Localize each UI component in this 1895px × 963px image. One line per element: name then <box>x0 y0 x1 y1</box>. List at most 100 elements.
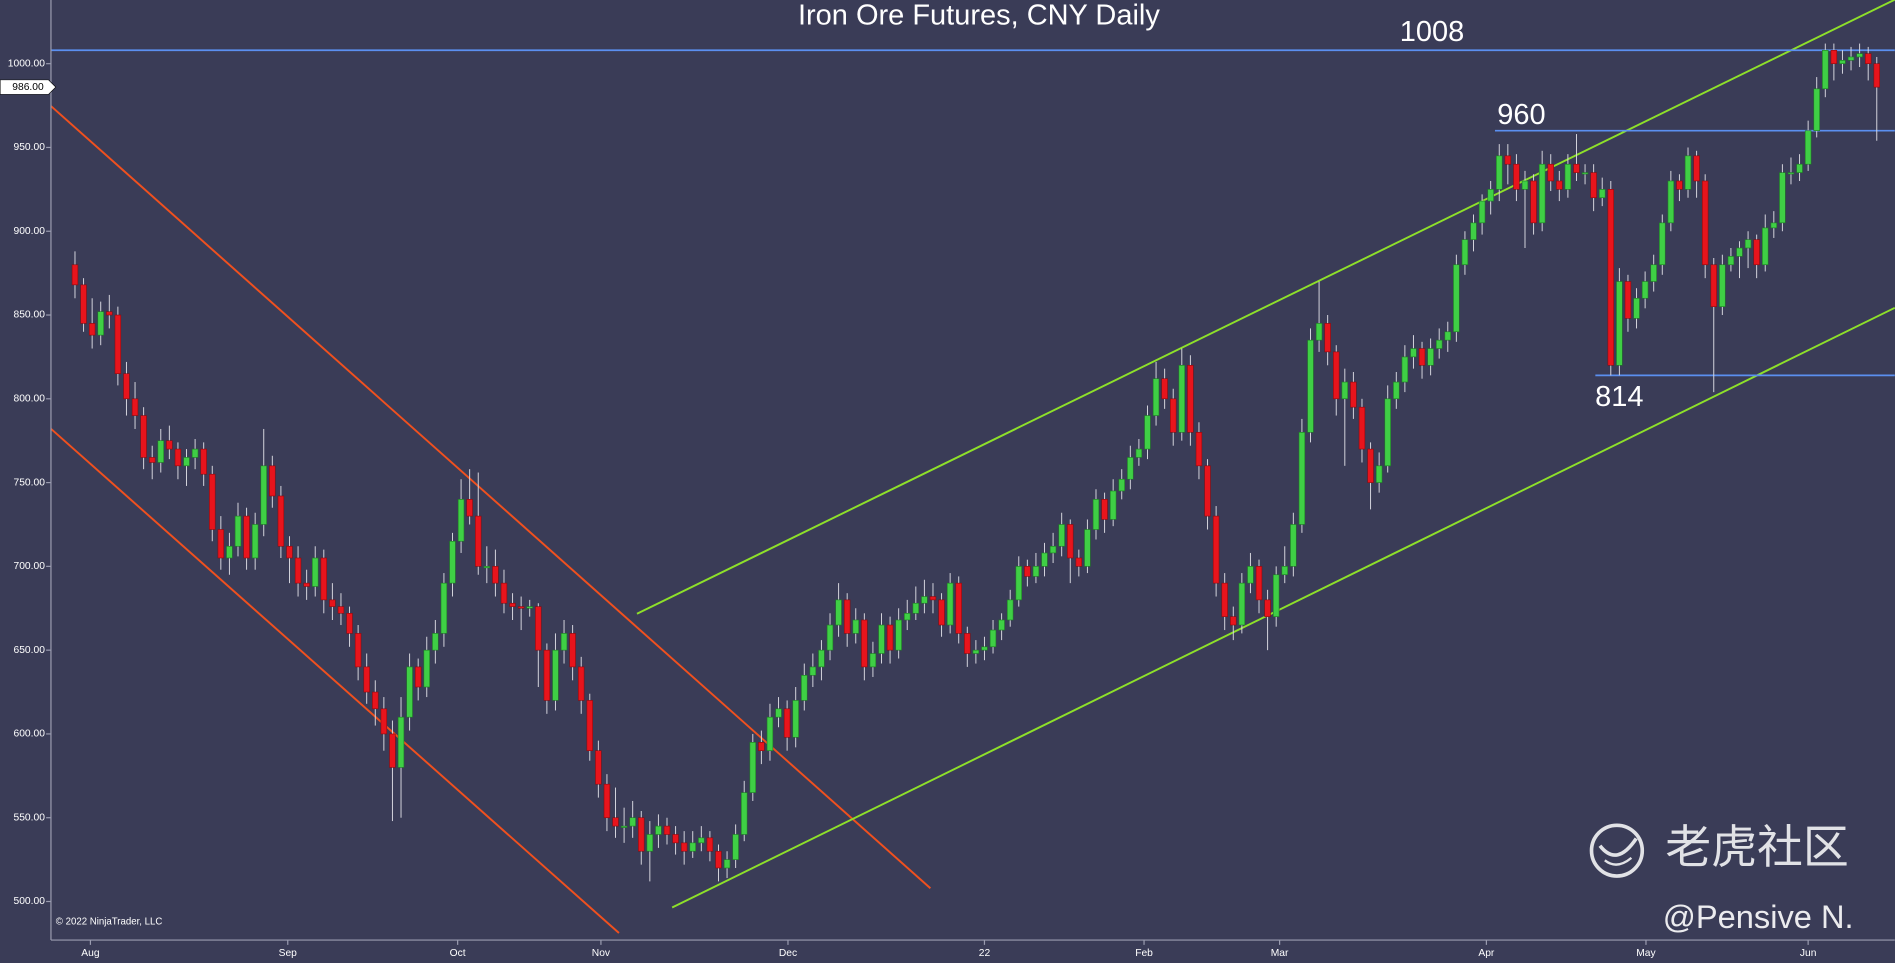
candle-body <box>449 540 456 584</box>
candle-body <box>1564 163 1572 190</box>
x-tick-label: Jun <box>1800 948 1817 959</box>
candle-body <box>217 529 225 559</box>
y-tick-label: 1000.00 <box>8 58 45 69</box>
candle-body <box>114 314 122 374</box>
candle-body <box>1641 281 1649 299</box>
candle-body <box>466 499 473 517</box>
candle-body <box>526 606 533 609</box>
candle-body <box>1067 524 1074 559</box>
candle-body <box>1195 432 1203 467</box>
candle-body <box>1762 227 1769 266</box>
watermark-logo <box>1589 823 1645 878</box>
candle-body <box>706 837 714 852</box>
candle-body <box>569 633 576 668</box>
candle-body <box>1847 56 1855 61</box>
x-tick-label: Mar <box>1271 948 1289 959</box>
candle-body <box>1401 356 1409 383</box>
candle-body <box>1598 189 1606 199</box>
candle-body <box>1187 364 1194 433</box>
candle-body <box>698 837 705 844</box>
x-tick-label: May <box>1636 948 1656 959</box>
candle-body <box>1659 222 1666 266</box>
last-price-tag <box>0 79 57 95</box>
candle-body <box>1530 180 1537 224</box>
last-price-label: 986.00 <box>12 82 44 93</box>
level-label: 814 <box>1595 381 1643 413</box>
candle-body <box>1873 63 1880 88</box>
candle-body <box>672 834 679 844</box>
candle-body <box>586 700 593 751</box>
candle-body <box>655 825 662 835</box>
candle-body <box>492 566 499 584</box>
candle-body <box>895 619 902 651</box>
candle-body <box>989 629 997 648</box>
candle-body <box>955 582 962 634</box>
candle-body <box>1727 256 1735 266</box>
candle-body <box>577 666 585 701</box>
candle-body <box>1573 163 1580 173</box>
candle-body <box>1024 566 1031 577</box>
trend-line <box>50 105 932 889</box>
candle-body <box>191 448 199 458</box>
candle-body <box>1101 499 1108 520</box>
candle-body <box>1684 155 1692 190</box>
candle-body <box>1839 60 1846 64</box>
candle-body <box>852 619 859 634</box>
candle-body <box>1521 180 1529 190</box>
candle-body <box>251 524 259 559</box>
author: @Pensive N. <box>1663 898 1854 935</box>
candle-body <box>603 783 611 819</box>
x-tick-label: Nov <box>592 948 611 959</box>
candle-body <box>1298 432 1306 525</box>
candle-body <box>809 666 817 676</box>
candle-body <box>1255 566 1263 601</box>
x-tick-label: Aug <box>81 948 100 959</box>
candle-body <box>1796 163 1803 173</box>
candle-body <box>680 842 688 852</box>
y-tick-label: 800.00 <box>14 394 46 405</box>
candle-body <box>1822 49 1829 90</box>
y-tick-label: 650.00 <box>14 645 46 656</box>
candle-body <box>432 633 439 651</box>
watermark: 老虎社区 <box>1665 820 1849 874</box>
candle-body <box>1350 381 1357 408</box>
candle-body <box>200 448 207 475</box>
candle-body <box>509 602 516 607</box>
candle-body <box>457 499 465 542</box>
candle-body <box>801 674 808 701</box>
candle-body <box>912 602 920 614</box>
candle-body <box>861 619 868 668</box>
candle-body <box>1161 378 1168 400</box>
candle-body <box>363 666 370 693</box>
candle-body <box>1315 323 1323 341</box>
candle-body <box>1212 515 1220 584</box>
candle-body <box>1341 381 1349 400</box>
candle-body <box>732 834 739 860</box>
candle-body <box>260 465 267 525</box>
candle-body <box>1127 457 1134 480</box>
candle-body <box>389 733 396 768</box>
candle-body <box>1084 529 1091 567</box>
x-tick-label: Sep <box>279 948 298 959</box>
candle-body <box>303 582 310 587</box>
candle-body <box>620 825 628 828</box>
candle-body <box>1264 599 1271 617</box>
candle-body <box>1092 499 1100 530</box>
candle-body <box>414 666 422 688</box>
candle-body <box>1804 130 1812 165</box>
candle-body <box>826 624 834 651</box>
candle-body <box>148 457 156 463</box>
candle-body <box>80 284 87 324</box>
candle-body <box>423 649 430 688</box>
candle-body <box>964 633 971 654</box>
candle-body <box>1496 155 1503 190</box>
candle-body <box>1504 155 1512 165</box>
candle-body <box>311 557 319 587</box>
candle-body <box>938 599 945 626</box>
candle-body <box>209 473 216 530</box>
candle-body <box>1324 323 1331 353</box>
candle-body <box>1513 163 1520 190</box>
candle-body <box>1478 200 1486 224</box>
candle-body <box>123 373 130 400</box>
